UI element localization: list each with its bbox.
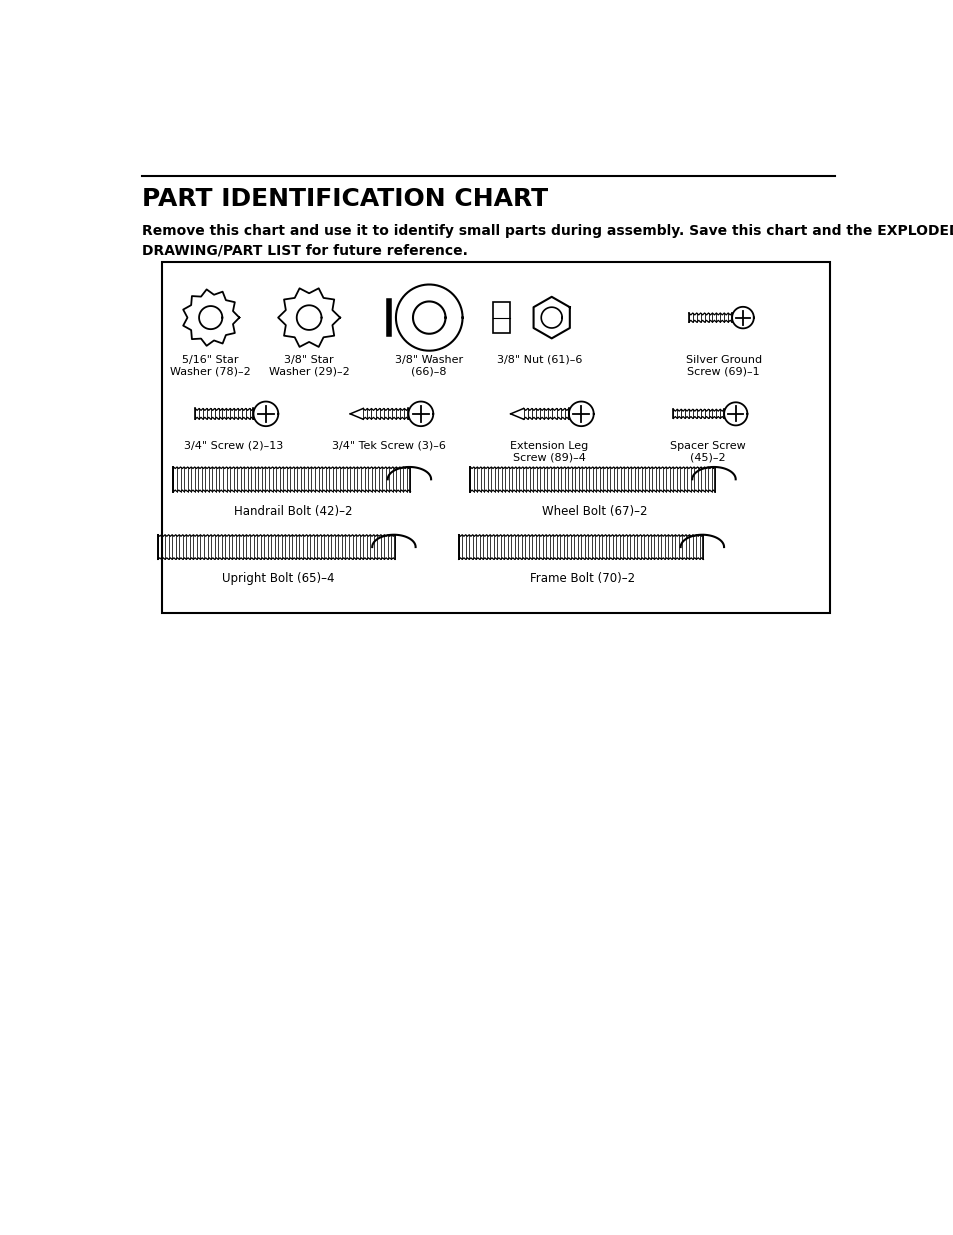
Text: 3/4" Screw (2)–13: 3/4" Screw (2)–13: [184, 441, 283, 451]
Text: 3/8" Nut (61)–6: 3/8" Nut (61)–6: [497, 354, 582, 364]
Text: 5/16" Star
Washer (78)–2: 5/16" Star Washer (78)–2: [171, 354, 251, 377]
Text: Silver Ground
Screw (69)–1: Silver Ground Screw (69)–1: [685, 354, 761, 377]
Bar: [162, 262, 829, 613]
Text: Wheel Bolt (67)–2: Wheel Bolt (67)–2: [541, 505, 646, 517]
Text: 3/8" Star
Washer (29)–2: 3/8" Star Washer (29)–2: [269, 354, 349, 377]
Text: Remove this chart and use it to identify small parts during assembly. Save this : Remove this chart and use it to identify…: [142, 224, 953, 257]
Bar: [493, 303, 509, 333]
Text: Handrail Bolt (42)–2: Handrail Bolt (42)–2: [234, 505, 353, 517]
Text: Upright Bolt (65)–4: Upright Bolt (65)–4: [222, 573, 334, 585]
Text: Extension Leg
Screw (89)–4: Extension Leg Screw (89)–4: [510, 441, 588, 462]
Text: 3/8" Washer
(66)–8: 3/8" Washer (66)–8: [395, 354, 463, 377]
Text: 3/4" Tek Screw (3)–6: 3/4" Tek Screw (3)–6: [332, 441, 445, 451]
Text: Frame Bolt (70)–2: Frame Bolt (70)–2: [530, 573, 635, 585]
Text: Spacer Screw
(45)–2: Spacer Screw (45)–2: [670, 441, 745, 462]
Text: PART IDENTIFICATION CHART: PART IDENTIFICATION CHART: [142, 186, 548, 211]
